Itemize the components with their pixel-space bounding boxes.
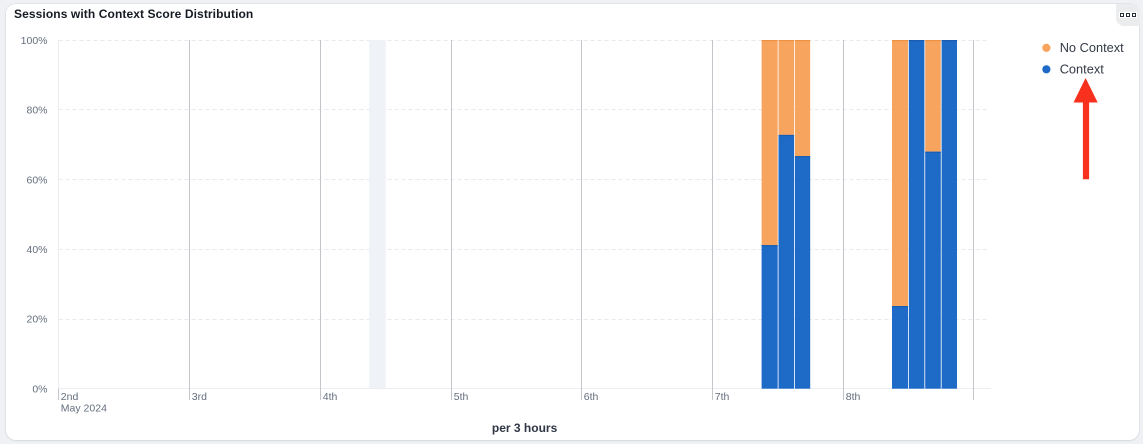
svg-text:No Context: No Context: [1060, 40, 1124, 55]
svg-text:6th: 6th: [584, 391, 599, 403]
svg-text:100%: 100%: [21, 35, 48, 47]
svg-text:8th: 8th: [846, 391, 861, 403]
svg-text:3rd: 3rd: [192, 391, 207, 403]
svg-text:20%: 20%: [26, 314, 47, 326]
svg-text:0%: 0%: [32, 384, 47, 396]
svg-text:60%: 60%: [26, 174, 47, 186]
svg-text:May 2024: May 2024: [61, 402, 107, 414]
svg-text:40%: 40%: [26, 244, 47, 256]
svg-text:80%: 80%: [26, 105, 47, 117]
svg-text:2nd: 2nd: [61, 391, 79, 403]
svg-text:Context: Context: [1060, 62, 1105, 77]
svg-text:4th: 4th: [323, 391, 338, 403]
svg-text:per 3 hours: per 3 hours: [492, 421, 558, 435]
svg-text:5th: 5th: [454, 391, 469, 403]
svg-text:7th: 7th: [715, 391, 730, 403]
